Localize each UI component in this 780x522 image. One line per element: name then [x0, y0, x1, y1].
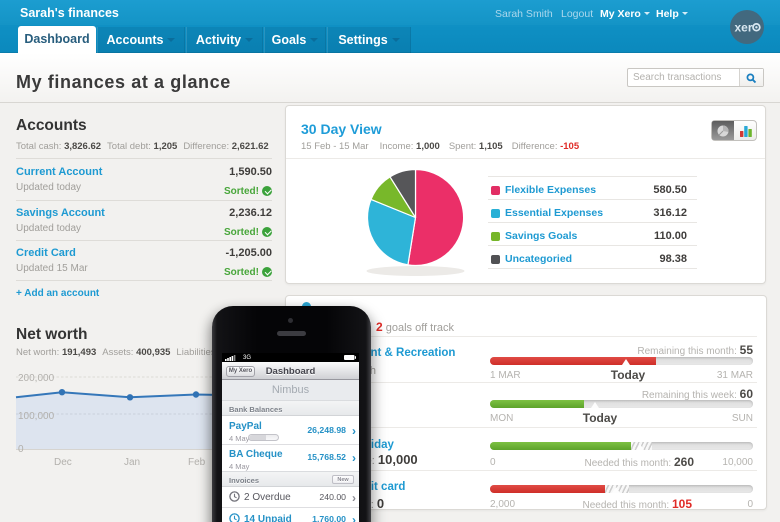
svg-text:100,000: 100,000: [18, 411, 55, 422]
svg-text:200,000: 200,000: [18, 373, 55, 384]
svg-text:Feb: Feb: [188, 457, 206, 468]
svg-text:xer: xer: [735, 21, 753, 35]
svg-text:Dec: Dec: [54, 457, 72, 468]
svg-text:0: 0: [18, 444, 24, 455]
svg-text:Jan: Jan: [124, 457, 140, 468]
